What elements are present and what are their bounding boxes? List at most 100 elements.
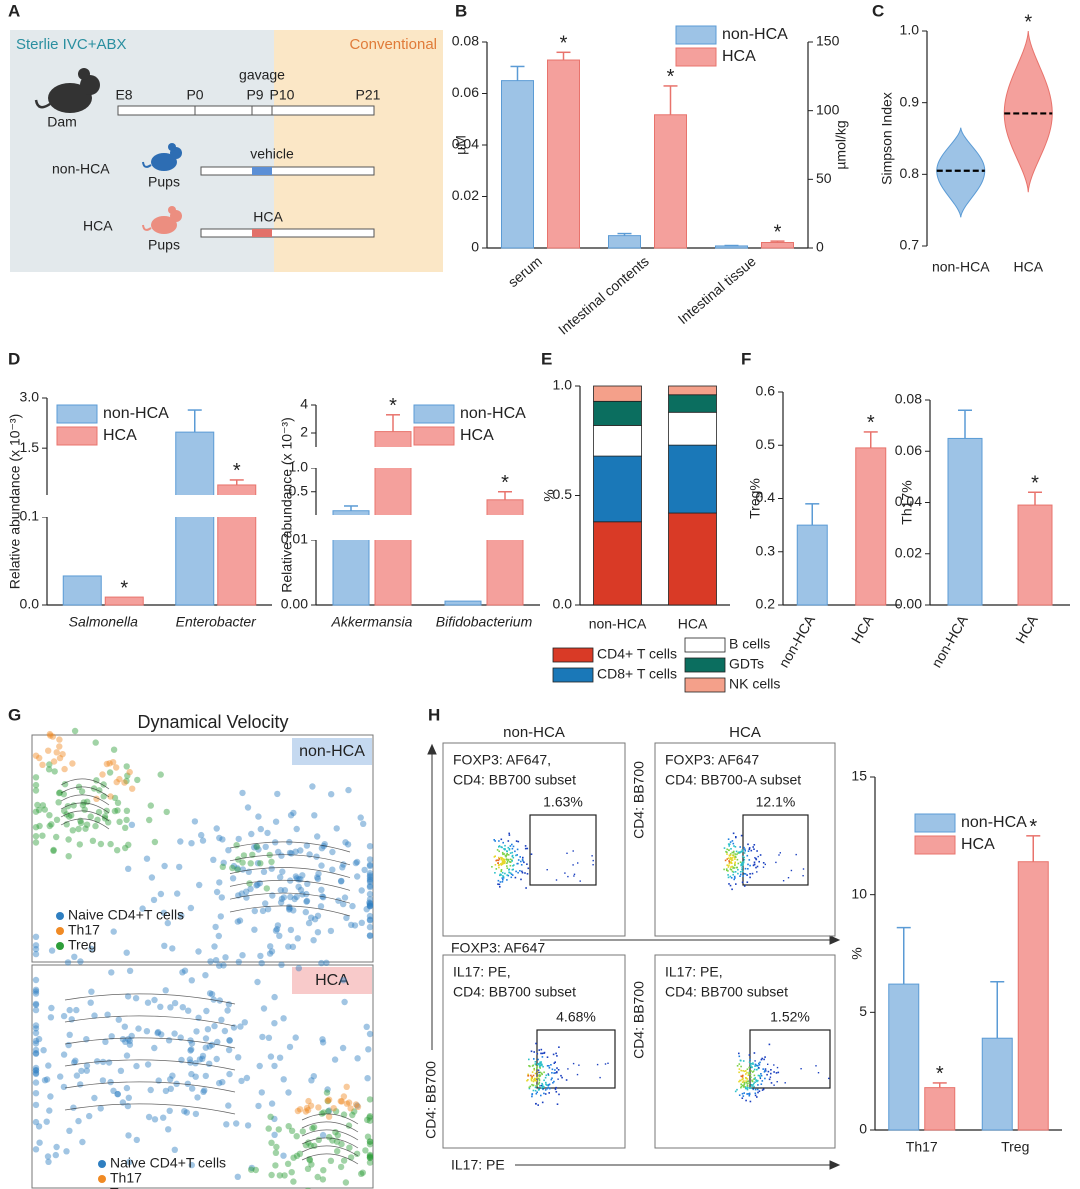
flow-event [554, 1072, 556, 1074]
flow-event [535, 1080, 538, 1082]
umap-dot [326, 1107, 333, 1114]
umap-dot [133, 1062, 140, 1070]
umap-dot [317, 903, 325, 910]
flow-event [745, 1073, 747, 1075]
flow-event [567, 1068, 569, 1070]
flow-event [501, 871, 504, 874]
flow-event [739, 1079, 742, 1082]
flow-event [753, 863, 756, 866]
flow-frame [654, 954, 836, 1149]
flow-event [560, 1074, 562, 1077]
flow-event [775, 1072, 778, 1074]
umap-dot [366, 861, 374, 869]
treatment-label: HCA [253, 209, 283, 225]
significance: * [1031, 473, 1039, 495]
legend-label: GDTs [729, 656, 764, 672]
treatment-label: vehicle [250, 146, 294, 162]
umap-dot [264, 906, 272, 913]
umap-dot [129, 785, 136, 792]
flow-event [727, 843, 730, 845]
flow-event [536, 1065, 538, 1068]
umap-dot [330, 1105, 337, 1112]
umap-dot [32, 1050, 40, 1057]
flow-event [731, 859, 734, 861]
umap-dot [213, 1055, 220, 1063]
umap-dot [32, 988, 40, 995]
umap-dot [212, 923, 219, 931]
legend-label: HCA [961, 836, 995, 853]
x-tick-label: Akkermansia [331, 614, 413, 630]
umap-dot [349, 902, 356, 910]
flow-event [747, 1080, 749, 1082]
flow-event [752, 846, 754, 848]
flow-event [556, 1103, 559, 1105]
umap-dot [302, 908, 309, 916]
umap-dot [345, 1122, 353, 1129]
flow-event [744, 1087, 747, 1090]
umap-dot [36, 1139, 43, 1146]
umap-dot [281, 887, 289, 894]
umap-dot [110, 928, 117, 935]
umap-dot [234, 866, 241, 873]
flow-event [741, 881, 744, 884]
significance: * [501, 472, 509, 494]
umap-dot [358, 919, 365, 926]
timeline [200, 166, 375, 176]
umap-dot [115, 1016, 123, 1023]
umap-dot [82, 825, 89, 832]
umap-dot [343, 1100, 351, 1107]
umap-dot [320, 842, 327, 850]
umap-dot [271, 1131, 278, 1139]
y-tick-label: 0.00 [281, 596, 308, 612]
umap-dot [83, 1062, 91, 1069]
umap-dot [357, 814, 364, 821]
umap-dot [210, 996, 217, 1003]
umap-dot [90, 785, 98, 792]
flow-event [579, 880, 581, 882]
umap-dot [254, 881, 261, 888]
umap-dot [171, 1146, 178, 1154]
flow-axis-label: IL17: PE [451, 1157, 505, 1173]
umap-dot [32, 986, 40, 993]
flow-event [752, 1084, 754, 1086]
flow-event [742, 1084, 744, 1087]
y-axis-label: Treg% [747, 478, 763, 519]
umap-dot [223, 1121, 230, 1128]
umap-dot [87, 999, 94, 1006]
umap-dot [234, 1173, 241, 1181]
flow-event [540, 1072, 543, 1075]
umap-dot [198, 831, 205, 839]
flow-event [532, 1084, 535, 1086]
flow-event [746, 881, 749, 883]
umap-dot [278, 895, 286, 903]
umap-dot [151, 1044, 158, 1052]
umap-dot [124, 993, 132, 1000]
flow-event [729, 875, 732, 878]
umap-dot [202, 1072, 209, 1080]
flow-axis-label: CD4: BB700 [631, 761, 647, 839]
umap-dot [51, 768, 58, 775]
umap-dot [246, 880, 253, 887]
umap-dot [265, 1034, 273, 1042]
umap-dot [314, 912, 322, 919]
flow-event [770, 1082, 773, 1084]
flow-event [756, 850, 758, 852]
flow-event [532, 1074, 535, 1077]
x-tick-label: non-HCA [775, 612, 818, 670]
flow-event [770, 1072, 772, 1075]
flow-event [533, 1079, 535, 1081]
umap-dot [195, 948, 202, 955]
umap-dot [224, 1007, 231, 1014]
treatment-window [252, 167, 272, 175]
umap-dot [39, 832, 46, 839]
flow-event [726, 869, 728, 872]
flow-event [555, 1091, 558, 1093]
flow-event [527, 1073, 529, 1076]
flow-event [728, 855, 731, 857]
umap-dot [333, 825, 340, 832]
umap-dot [243, 1074, 251, 1082]
flow-event [537, 1058, 539, 1061]
flow-event [546, 869, 548, 871]
umap-dot [335, 897, 342, 904]
flow-event [554, 1061, 556, 1063]
